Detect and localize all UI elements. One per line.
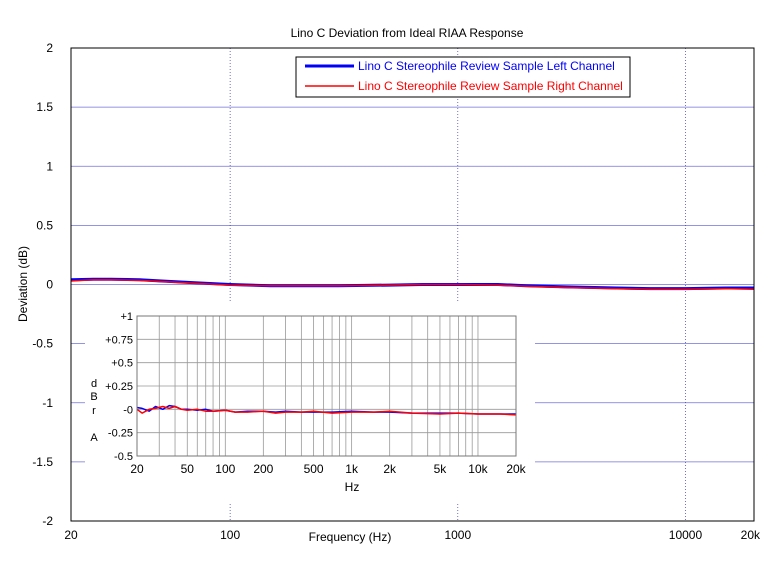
- inset-x-tick-label: 50: [181, 462, 195, 476]
- inset-background: [85, 302, 535, 502]
- inset-series-group: [136, 404, 517, 416]
- inset-y-tick-label: +1: [120, 311, 133, 323]
- inset-ylabel-char: r: [92, 405, 96, 417]
- inset-y-axis-label: d B r A: [90, 378, 98, 444]
- main-x-tick-labels: 20 100 1000 10000 20k: [64, 528, 761, 542]
- inset-ylabel-char: d: [91, 378, 97, 390]
- inset-x-tick-label: 200: [253, 462, 273, 476]
- inset-ylabel-char: A: [90, 432, 98, 444]
- y-tick-label: -1: [42, 396, 53, 410]
- x-tick-label: 10000: [669, 528, 703, 542]
- x-tick-label: 1000: [444, 528, 471, 542]
- main-plot-frame: [70, 47, 755, 522]
- inset-x-axis-label: Hz: [345, 480, 360, 494]
- inset-x-tick-label: 100: [215, 462, 235, 476]
- x-axis-label: Frequency (Hz): [309, 530, 392, 544]
- y-tick-label: 1: [46, 159, 53, 173]
- inset-series-line-right: [136, 405, 517, 416]
- y-axis-label: Deviation (dB): [16, 246, 30, 322]
- x-tick-label: 20: [64, 528, 78, 542]
- y-tick-label: 0: [46, 278, 53, 292]
- legend-label-right: Lino C Stereophile Review Sample Right C…: [358, 79, 623, 93]
- inset-y-tick-labels: -0.5 -0.25 -0 +0.25 +0.5 +0.75 +1: [105, 311, 133, 463]
- inset-y-tick-label: +0.5: [111, 358, 133, 370]
- main-y-tick-labels: -2 -1.5 -1 -0.5 0 0.5 1 1.5 2: [32, 41, 53, 528]
- inset-x-tick-label: 1k: [345, 462, 359, 476]
- y-tick-label: -2: [42, 514, 53, 528]
- chart-title: Lino C Deviation from Ideal RIAA Respons…: [291, 26, 524, 40]
- x-tick-label: 100: [220, 528, 240, 542]
- y-tick-label: -1.5: [32, 455, 53, 469]
- inset-x-tick-labels: 20 50 100 200 500 1k 2k 5k 10k 20k: [130, 462, 526, 476]
- y-tick-label: 0.5: [36, 218, 53, 232]
- inset-x-tick-label: 20: [130, 462, 144, 476]
- inset-y-tick-label: -0.25: [108, 428, 133, 440]
- legend-label-left: Lino C Stereophile Review Sample Left Ch…: [358, 59, 615, 73]
- inset-grid: [137, 315, 516, 457]
- main-series-group: [70, 277, 755, 291]
- inset-y-tick-label: -0.5: [114, 451, 133, 463]
- inset-y-tick-label: -0: [123, 404, 133, 416]
- inset-x-tick-label: 10k: [468, 462, 488, 476]
- y-tick-label: 1.5: [36, 100, 53, 114]
- inset-x-tick-label: 500: [304, 462, 324, 476]
- inset-x-tick-label: 5k: [434, 462, 448, 476]
- inset-plot-frame: [136, 315, 517, 457]
- x-tick-label: 20k: [741, 528, 761, 542]
- inset-ylabel-char: B: [90, 391, 97, 403]
- legend-box: [295, 56, 631, 98]
- y-tick-label: -0.5: [32, 337, 53, 351]
- legend: Lino C Stereophile Review Sample Left Ch…: [295, 56, 631, 98]
- inset-x-tick-label: 20k: [506, 462, 526, 476]
- inset-x-tick-label: 2k: [383, 462, 397, 476]
- inset-y-tick-label: +0.75: [105, 334, 133, 346]
- inset-chart: -0.5 -0.25 -0 +0.25 +0.5 +0.75 +1 20 50 100 200 50…: [85, 302, 535, 502]
- y-tick-label: 2: [46, 41, 53, 55]
- inset-y-tick-label: +0.25: [105, 381, 133, 393]
- series-line-right: [70, 279, 755, 290]
